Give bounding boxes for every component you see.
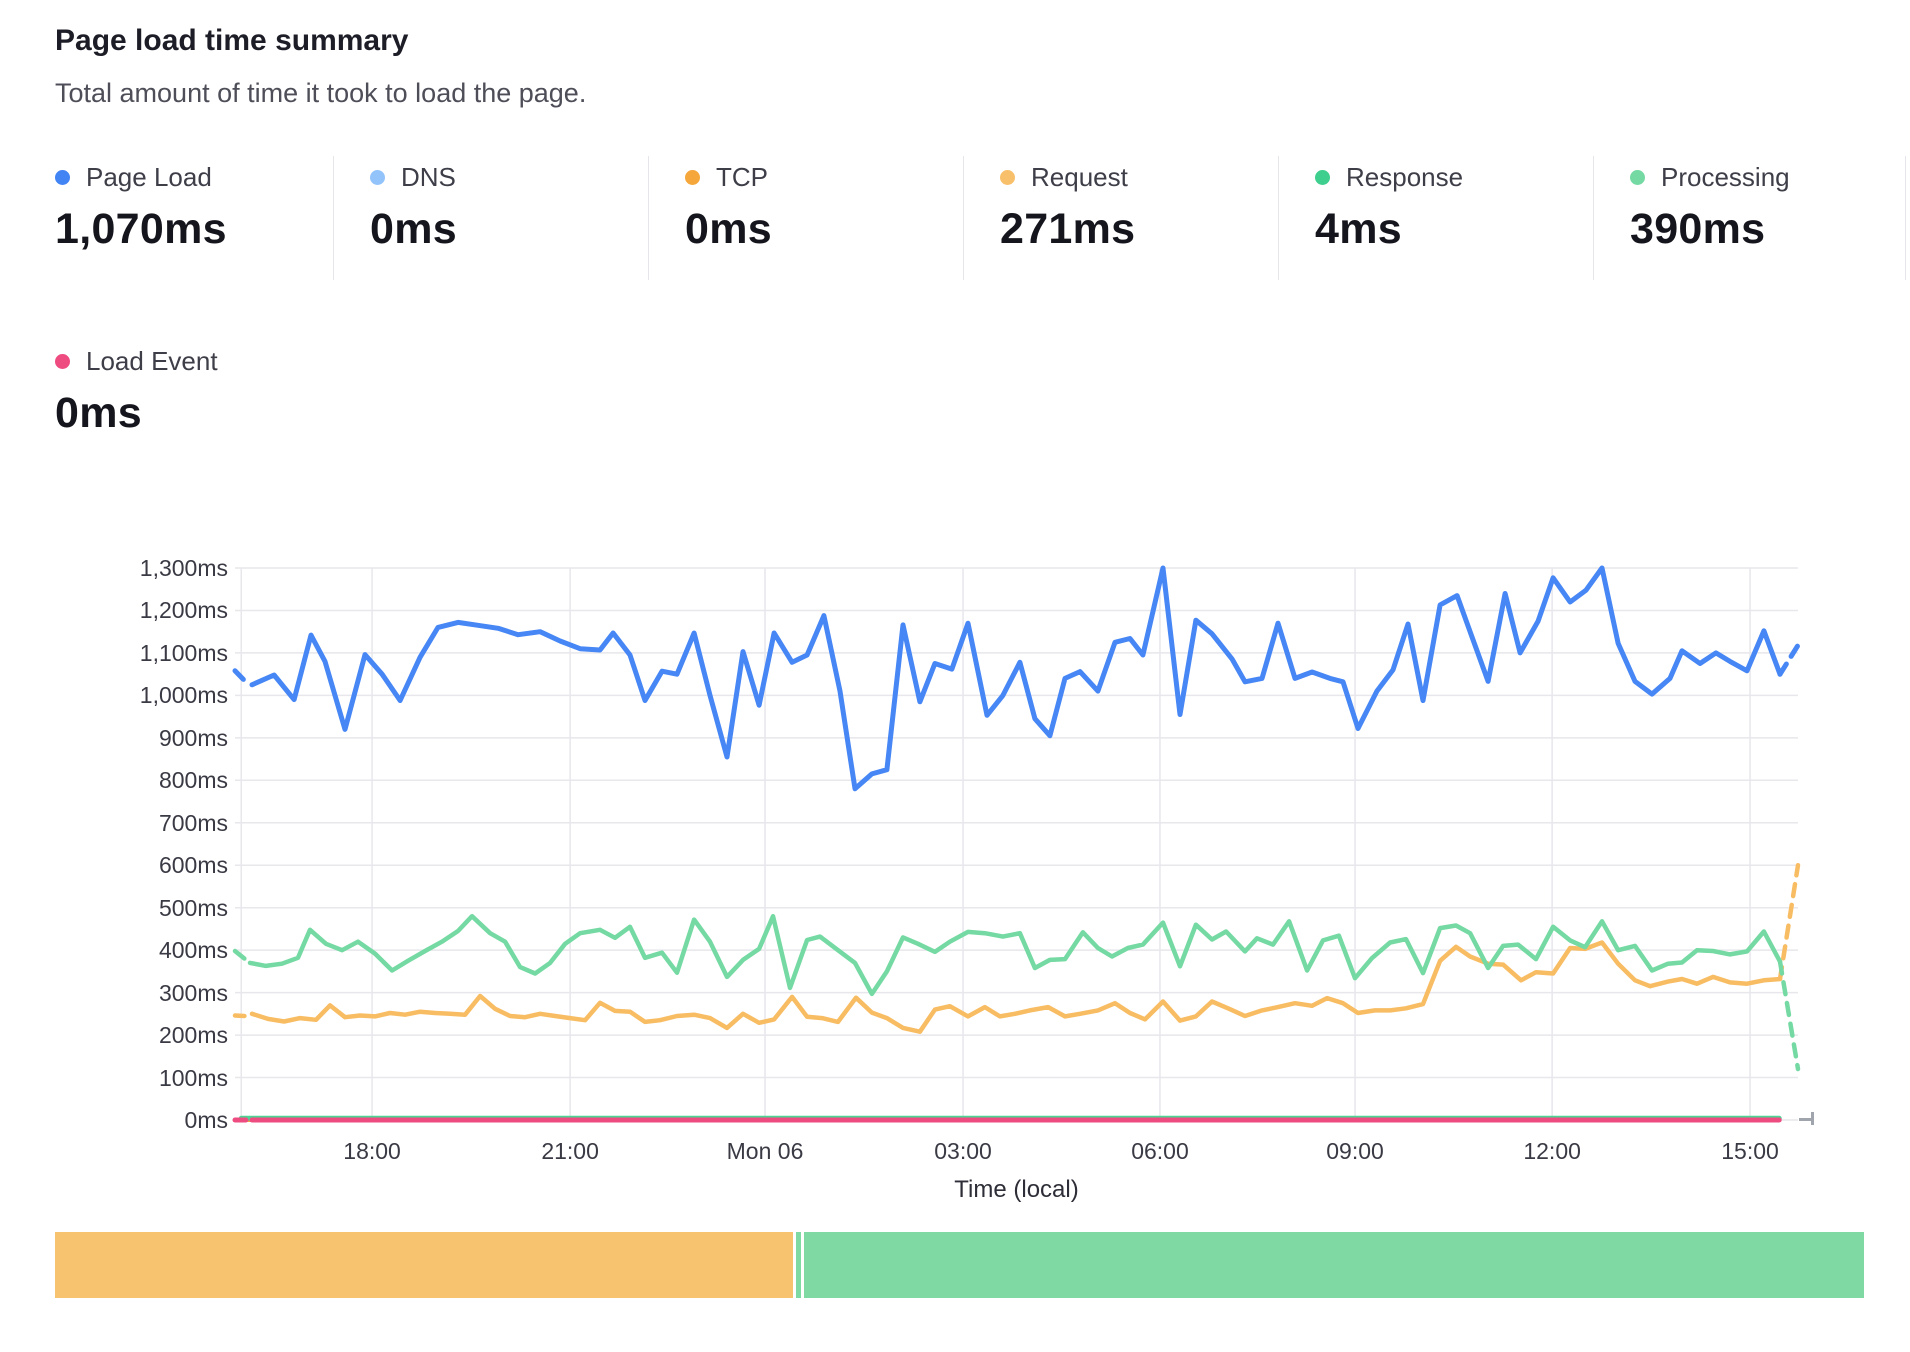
page-load-legend-dot [55, 170, 70, 185]
x-axis-labels: 18:00 21:00 Mon 06 03:00 06:00 09:00 12:00 15:0… [235, 1138, 1798, 1170]
stat-label: Response [1346, 162, 1464, 192]
y-tick-label: 900ms [158, 724, 228, 751]
y-tick-label: 600ms [158, 852, 228, 879]
x-axis-title: Time (local) [954, 1176, 1079, 1203]
stat-label: Request [1031, 162, 1128, 192]
series-request [232, 1013, 247, 1019]
stat-value: 0ms [55, 389, 142, 437]
stat-card-load-event[interactable]: Load Event 0ms [55, 340, 218, 464]
series-page_load [249, 565, 1783, 792]
stat-value: 390ms [1630, 205, 1766, 253]
x-tick-label: 21:00 [541, 1138, 599, 1164]
series-page_load [1777, 642, 1801, 677]
y-tick-label: 500ms [158, 894, 228, 921]
stat-value: 0ms [685, 205, 772, 253]
stat-card-request[interactable]: Request 271ms [963, 156, 1278, 280]
x-axis-end-tick [1799, 1118, 1813, 1121]
line-chart[interactable] [232, 565, 1801, 1123]
series-processing [1777, 959, 1801, 1072]
series-page_load [232, 668, 247, 683]
page-title: Page load time summary [55, 24, 409, 57]
y-tick-label: 700ms [158, 809, 228, 836]
x-tick-label: 12:00 [1523, 1138, 1581, 1164]
x-tick-label: Mon 06 [726, 1138, 804, 1164]
load-event-legend-dot [55, 354, 70, 369]
stat-label: Processing [1661, 162, 1790, 192]
series-request [249, 940, 1783, 1034]
x-axis-end-tick-cap [1811, 1112, 1814, 1125]
x-tick-label: 18:00 [343, 1138, 401, 1164]
y-tick-label: 200ms [158, 1022, 228, 1049]
processing-legend-dot [1630, 170, 1645, 185]
stat-card-dns[interactable]: DNS 0ms [333, 156, 648, 280]
y-tick-label: 1,300ms [139, 555, 228, 581]
y-tick-label: 0ms [184, 1107, 228, 1133]
stat-label: DNS [401, 162, 456, 192]
status-bar-segment [55, 1232, 793, 1298]
y-tick-label: 800ms [158, 767, 228, 794]
stat-card-response[interactable]: Response 4ms [1278, 156, 1593, 280]
stat-label: TCP [716, 162, 768, 192]
stat-label: Page Load [86, 162, 212, 192]
status-bar-segment [804, 1232, 1864, 1298]
x-tick-label: 03:00 [934, 1138, 992, 1164]
status-bar-segment [795, 1232, 802, 1298]
stat-label: Load Event [86, 346, 218, 376]
legend-stats-row-2: Load Event 0ms [55, 340, 218, 464]
page-subtitle: Total amount of time it took to load the… [55, 78, 587, 108]
y-tick-label: 300ms [158, 979, 228, 1006]
y-tick-label: 1,000ms [139, 682, 228, 709]
stat-card-processing[interactable]: Processing 390ms [1593, 156, 1906, 280]
x-tick-label: 09:00 [1326, 1138, 1384, 1164]
x-tick-label: 15:00 [1721, 1138, 1779, 1164]
stat-card-tcp[interactable]: TCP 0ms [648, 156, 963, 280]
y-tick-label: 1,200ms [139, 597, 228, 624]
stat-value: 271ms [1000, 205, 1136, 253]
stat-value: 0ms [370, 205, 457, 253]
chart-plot-area[interactable] [232, 565, 1801, 1123]
y-axis-labels: 0ms 100ms 200ms 300ms 400ms 500ms 600ms 700ms 80… [0, 555, 228, 1133]
response-legend-dot [1315, 170, 1330, 185]
request-legend-dot [1000, 170, 1015, 185]
y-tick-label: 1,100ms [139, 639, 228, 666]
stat-value: 4ms [1315, 205, 1402, 253]
dns-legend-dot [370, 170, 385, 185]
tcp-legend-dot [685, 170, 700, 185]
legend-stats-row: Page Load 1,070ms DNS 0ms TCP 0ms Reques… [55, 156, 1906, 280]
stat-card-page-load[interactable]: Page Load 1,070ms [55, 156, 333, 280]
y-tick-label: 100ms [158, 1064, 228, 1091]
stat-value: 1,070ms [55, 205, 227, 253]
series-processing [232, 948, 247, 961]
series-request [1777, 862, 1801, 982]
x-tick-label: 06:00 [1131, 1138, 1189, 1164]
y-tick-label: 400ms [158, 937, 228, 964]
status-timeline-bar [55, 1232, 1870, 1298]
series-processing [247, 913, 1783, 997]
